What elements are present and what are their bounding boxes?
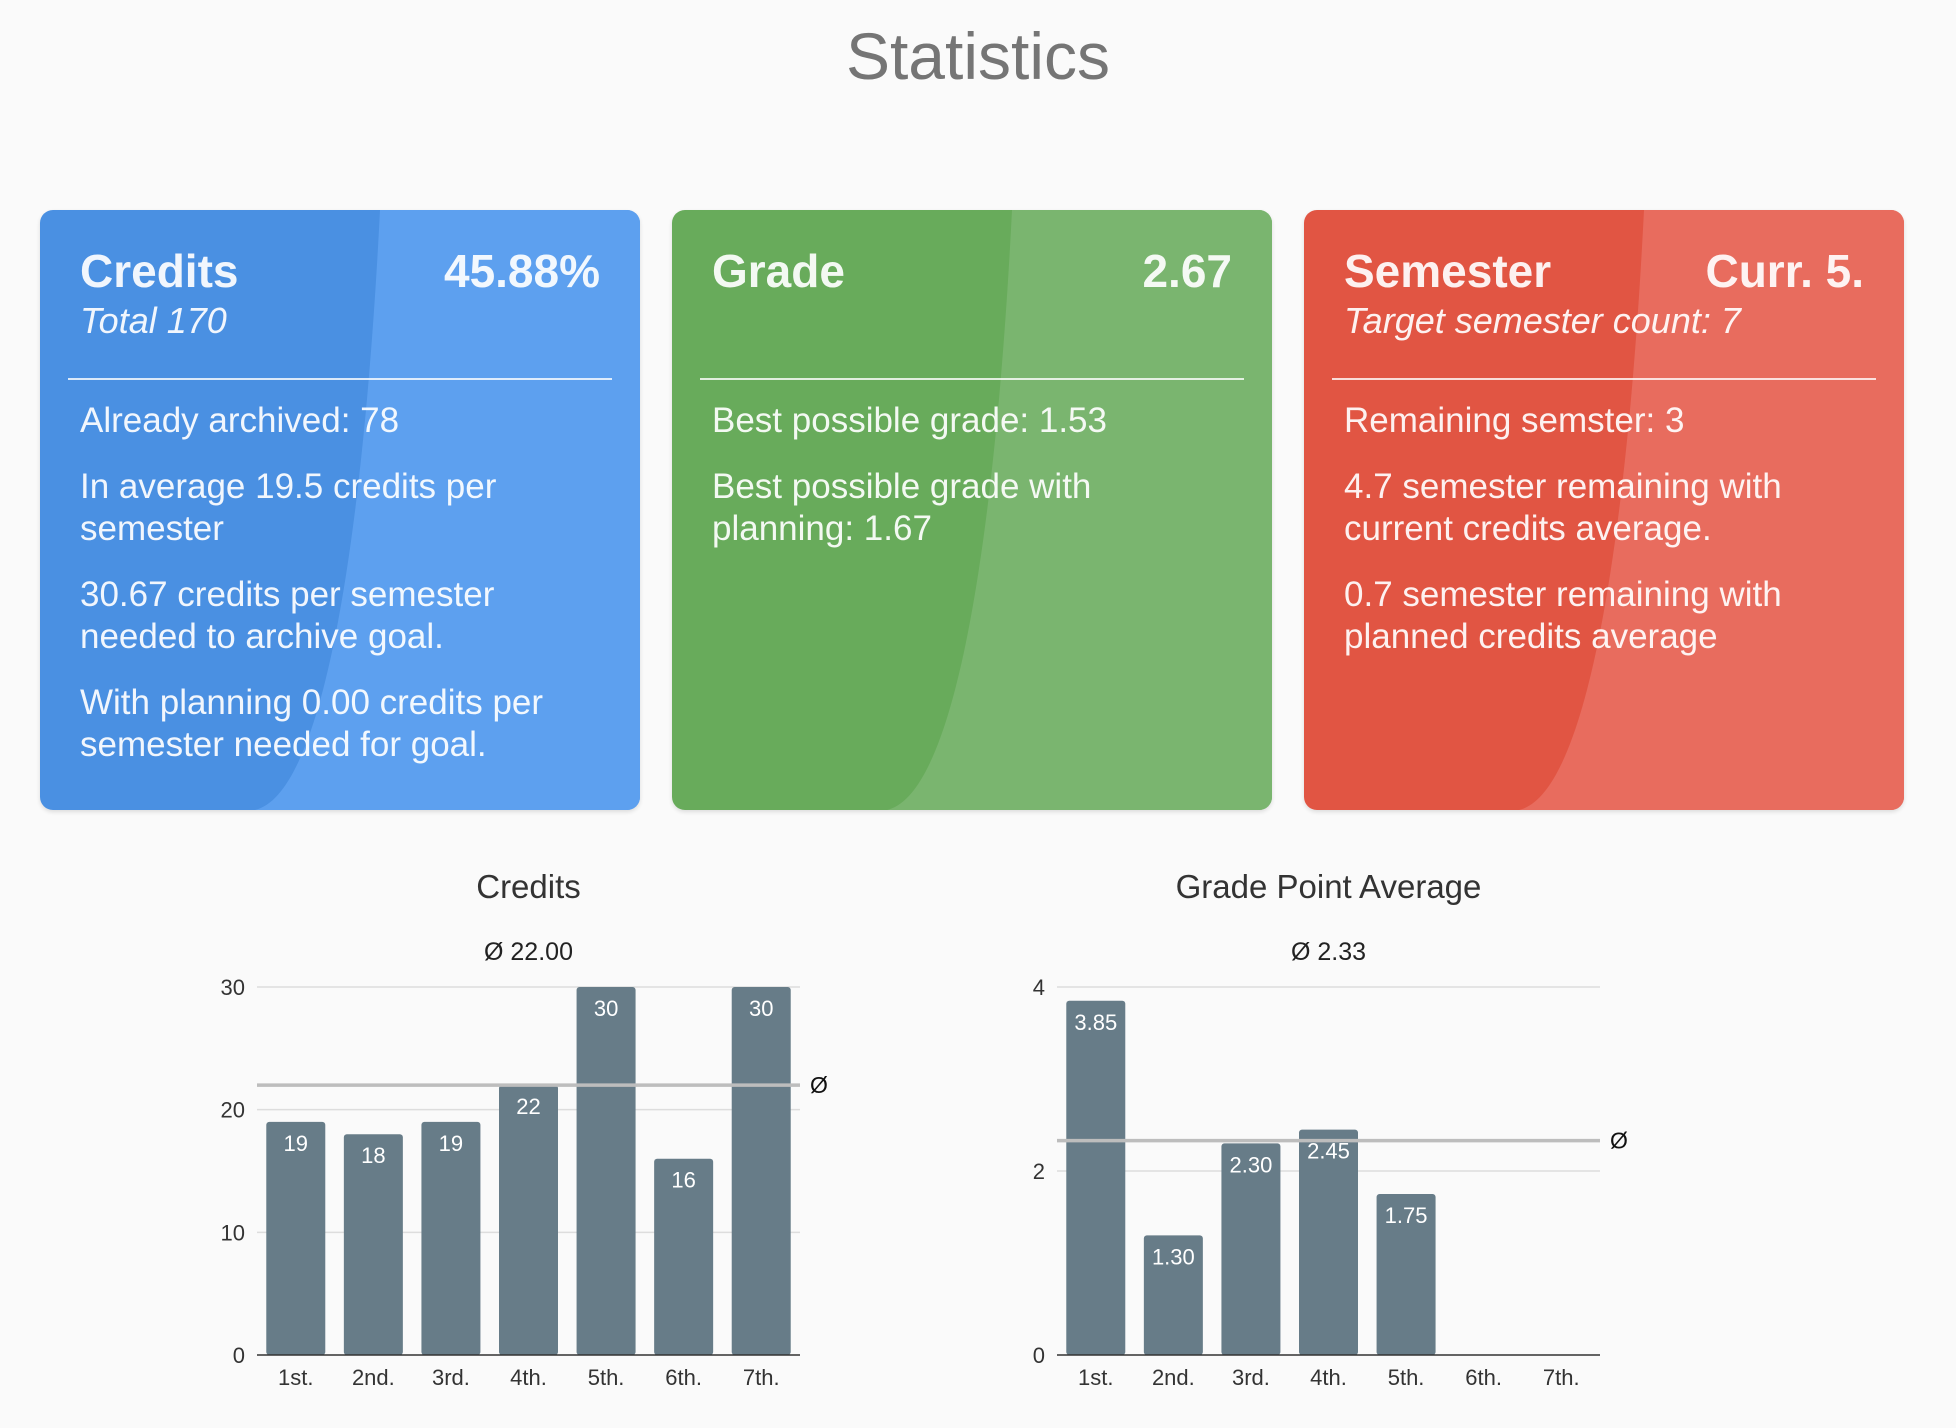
semester-card-title: Semester: [1344, 245, 1552, 297]
credits-card: Credits 45.88% Total 170 Already archive…: [40, 210, 640, 810]
bar-value-label: 30: [594, 996, 618, 1021]
credits-average-text: In average 19.5 credits per semester: [80, 467, 497, 548]
bar: [1376, 1194, 1436, 1355]
chart-average-subtitle: Ø 22.00: [484, 938, 573, 966]
x-tick-label: 1st.: [278, 1365, 313, 1390]
x-tick-label: 4th.: [1310, 1365, 1347, 1390]
y-tick-label: 30: [221, 975, 245, 1000]
semester-card-target: Target semester count: 7: [1344, 300, 1741, 341]
bar: [654, 1158, 714, 1355]
credits-card-details: Already archived: 78 In average 19.5 cre…: [80, 400, 600, 790]
bar: [421, 1121, 481, 1355]
card-divider: [68, 378, 612, 380]
x-tick-label: 6th.: [1465, 1365, 1502, 1390]
credits-chart-svg: Credits Ø 22.00 0 10 20 30 19 1st. 18 2nd. 19 3rd. 2…: [221, 868, 828, 1390]
best-grade-text: Best possible grade: 1.53: [712, 401, 1107, 440]
average-line-label: Ø: [1610, 1128, 1628, 1154]
x-tick-label: 3rd.: [1232, 1365, 1270, 1390]
card-background: [1304, 210, 1904, 810]
remaining-current-average-text: 4.7 semester remaining with current cred…: [1344, 467, 1782, 548]
bar: [1066, 1000, 1126, 1355]
credits-card-percentage: 45.88%: [443, 245, 600, 297]
x-tick-label: 2nd.: [1152, 1365, 1195, 1390]
y-tick-label: 10: [221, 1220, 245, 1245]
grade-card-details: Best possible grade: 1.53 Best possible …: [712, 400, 1232, 574]
card-divider: [700, 378, 1244, 380]
bar-value-label: 2.30: [1230, 1152, 1273, 1177]
chart-average-subtitle: Ø 2.33: [1291, 938, 1366, 966]
bar-value-label: 1.75: [1385, 1203, 1428, 1228]
bar: [731, 987, 791, 1355]
y-tick-label: 0: [233, 1343, 245, 1368]
card-background: [40, 210, 640, 810]
grade-card: Grade 2.67 Best possible grade: 1.53 Bes…: [672, 210, 1272, 810]
bar: [576, 987, 636, 1355]
semester-card: Semester Curr. 5. Target semester count:…: [1304, 210, 1904, 810]
bar-value-label: 19: [284, 1131, 308, 1156]
credits-planning-text: With planning 0.00 credits per semester …: [80, 683, 544, 764]
credits-card-title: Credits: [80, 245, 239, 297]
bar-value-label: 3.85: [1074, 1010, 1117, 1035]
gpa-chart: Grade Point Average Ø 2.33 0 2 4 3.85 1st. 1.30…: [940, 860, 1760, 1405]
bar: [1221, 1143, 1281, 1355]
credits-chart: Credits Ø 22.00 0 10 20 30 19 1st. 18 2nd. 19 3rd. 2…: [140, 860, 960, 1405]
bar-value-label: 2.45: [1307, 1139, 1350, 1164]
credits-archived-text: Already archived: 78: [80, 401, 400, 440]
bar-value-label: 18: [361, 1143, 385, 1168]
bar: [266, 1121, 326, 1355]
grade-card-value: 2.67: [1142, 245, 1232, 297]
bar-value-label: 30: [749, 996, 773, 1021]
semester-card-current: Curr. 5.: [1705, 245, 1864, 297]
bar-value-label: 1.30: [1152, 1244, 1195, 1269]
x-tick-label: 5th.: [1388, 1365, 1425, 1390]
y-tick-label: 20: [221, 1098, 245, 1123]
y-tick-label: 4: [1033, 975, 1045, 1000]
bar: [1143, 1235, 1203, 1355]
remaining-semester-text: Remaining semster: 3: [1344, 401, 1685, 440]
y-tick-label: 0: [1033, 1343, 1045, 1368]
chart-title: Grade Point Average: [1176, 868, 1482, 905]
average-line-label: Ø: [810, 1072, 828, 1098]
bar: [499, 1085, 558, 1355]
x-tick-label: 7th.: [743, 1365, 780, 1390]
page-title: Statistics: [845, 19, 1111, 93]
x-tick-label: 5th.: [588, 1365, 625, 1390]
x-tick-label: 4th.: [510, 1365, 547, 1390]
grade-card-title: Grade: [712, 245, 845, 297]
x-tick-label: 2nd.: [352, 1365, 395, 1390]
x-tick-label: 3rd.: [432, 1365, 470, 1390]
semester-card-details: Remaining semster: 3 4.7 semester remain…: [1344, 400, 1864, 682]
bar-value-label: 19: [439, 1131, 463, 1156]
credits-card-total: Total 170: [80, 300, 227, 341]
x-tick-label: 6th.: [665, 1365, 702, 1390]
card-background: [672, 210, 1272, 810]
x-tick-label: 7th.: [1543, 1365, 1580, 1390]
bar: [343, 1134, 403, 1355]
remaining-planned-average-text: 0.7 semester remaining with planned cred…: [1344, 575, 1782, 656]
best-grade-planning-text: Best possible grade with planning: 1.67: [712, 467, 1092, 548]
bar: [1299, 1129, 1358, 1355]
credits-needed-text: 30.67 credits per semester needed to arc…: [80, 575, 495, 656]
gpa-chart-svg: Grade Point Average Ø 2.33 0 2 4 3.85 1st. 1.30…: [1033, 868, 1628, 1390]
x-tick-label: 1st.: [1078, 1365, 1113, 1390]
bar-value-label: 16: [671, 1168, 695, 1193]
chart-title: Credits: [476, 868, 581, 905]
bar-value-label: 22: [516, 1094, 540, 1119]
y-tick-label: 2: [1033, 1159, 1045, 1184]
card-divider: [1332, 378, 1876, 380]
